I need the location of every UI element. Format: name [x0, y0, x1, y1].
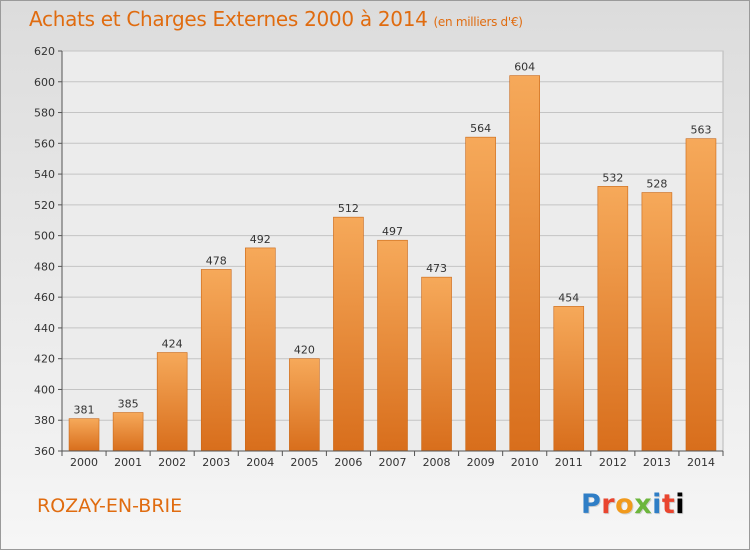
bar-2000 [68, 418, 100, 452]
y-tick-label: 360 [34, 445, 55, 458]
chart-subtitle: (en milliers d'€) [433, 15, 523, 29]
bar-2009 [465, 136, 496, 452]
bar-2008 [421, 276, 452, 452]
y-tick-label: 580 [34, 107, 55, 120]
data-label-2001: 385 [118, 398, 139, 411]
y-tick-label: 620 [34, 45, 55, 58]
x-tick-label-2013: 2013 [643, 456, 671, 469]
bar-2001 [112, 412, 144, 452]
x-tick-label-2014: 2014 [687, 456, 715, 469]
y-tick-label: 560 [34, 137, 55, 150]
x-tick-label-2005: 2005 [290, 456, 318, 469]
x-tick-label-2007: 2007 [379, 456, 407, 469]
x-tick-label-2006: 2006 [334, 456, 362, 469]
y-tick-label: 400 [34, 383, 55, 396]
y-tick-label: 460 [34, 291, 55, 304]
data-label-2003: 478 [206, 254, 227, 267]
bar-2011 [553, 306, 585, 452]
y-tick-label: 540 [34, 168, 55, 181]
y-tick-label: 520 [34, 199, 55, 212]
bar-2012 [597, 186, 629, 452]
x-tick-label-2001: 2001 [114, 456, 142, 469]
x-tick-label-2009: 2009 [467, 456, 495, 469]
data-label-2008: 473 [426, 262, 447, 275]
data-label-2002: 424 [162, 338, 183, 351]
bar-2002 [156, 352, 188, 452]
bar-2007 [377, 239, 408, 452]
x-tick-label-2003: 2003 [202, 456, 230, 469]
y-tick-label: 440 [34, 322, 55, 335]
data-label-2014: 563 [690, 124, 711, 137]
bar-2010 [509, 75, 540, 452]
data-label-2006: 512 [338, 202, 359, 215]
data-label-2007: 497 [382, 225, 403, 238]
bar-2013 [641, 192, 673, 452]
x-tick-label-2010: 2010 [511, 456, 539, 469]
x-tick-label-2002: 2002 [158, 456, 186, 469]
data-label-2000: 381 [74, 404, 95, 417]
proxiti-logo: Proxiti [581, 489, 686, 520]
x-tick-label-2011: 2011 [555, 456, 583, 469]
bar-2004 [245, 247, 276, 452]
bar-2003 [200, 269, 232, 452]
y-tick-label: 480 [34, 260, 55, 273]
x-tick-label-2012: 2012 [599, 456, 627, 469]
y-tick-label: 380 [34, 414, 55, 427]
bar-2005 [289, 358, 320, 452]
data-label-2004: 492 [250, 233, 271, 246]
bar-2006 [333, 216, 364, 452]
chart-title: Achats et Charges Externes 2000 à 2014 (e… [29, 7, 523, 31]
data-label-2012: 532 [602, 171, 623, 184]
commune-name: ROZAY-EN-BRIE [37, 495, 183, 517]
y-tick-label: 420 [34, 353, 55, 366]
x-tick-label-2004: 2004 [246, 456, 274, 469]
data-label-2005: 420 [294, 344, 315, 357]
data-label-2010: 604 [514, 61, 535, 74]
y-tick-label: 500 [34, 230, 55, 243]
data-label-2009: 564 [470, 122, 491, 135]
y-tick-label: 600 [34, 76, 55, 89]
x-tick-label-2008: 2008 [423, 456, 451, 469]
data-label-2011: 454 [558, 291, 579, 304]
x-tick-label-2000: 2000 [70, 456, 98, 469]
chart-title-text: Achats et Charges Externes 2000 à 2014 [29, 7, 428, 31]
data-label-2013: 528 [646, 178, 667, 191]
bar-2014 [685, 138, 717, 452]
